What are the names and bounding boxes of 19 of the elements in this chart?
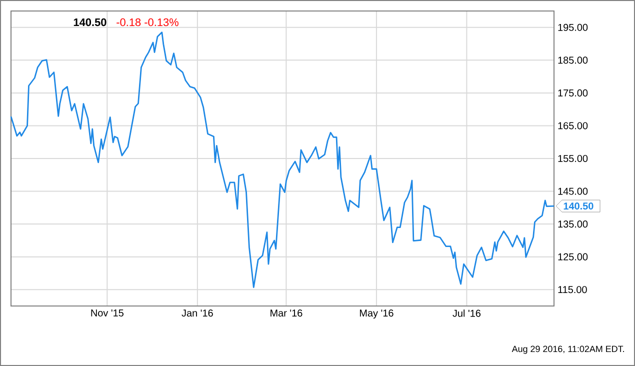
y-tick-label: 165.00 xyxy=(558,122,588,130)
text: Aug 29 2016, 11:02AM EDT. xyxy=(512,346,624,354)
x-tick-label: Nov '15 xyxy=(91,310,124,316)
y-tick-label: 175.00 xyxy=(558,89,588,96)
y-tick-label: 155.00 xyxy=(558,154,588,162)
y-tick-label: 125.00 xyxy=(558,253,588,260)
y-tick-label: 195.00 xyxy=(558,24,588,31)
x-tick-label: Jan '16 xyxy=(182,310,213,317)
text: -0.18 -0.13% xyxy=(116,18,178,26)
y-tick-label: 145.00 xyxy=(558,188,588,195)
x-tick-label: Jul '16 xyxy=(452,310,481,317)
line-series xyxy=(10,32,555,288)
annotation: 140.50 xyxy=(564,202,594,210)
text: 140.50 xyxy=(74,18,106,26)
y-tick-label: 185.00 xyxy=(558,56,588,64)
y-tick-label: 135.00 xyxy=(558,220,588,228)
x-tick-label: May '16 xyxy=(360,310,394,319)
x-tick-label: Mar '16 xyxy=(270,310,302,317)
y-tick-label: 115.00 xyxy=(558,286,587,294)
